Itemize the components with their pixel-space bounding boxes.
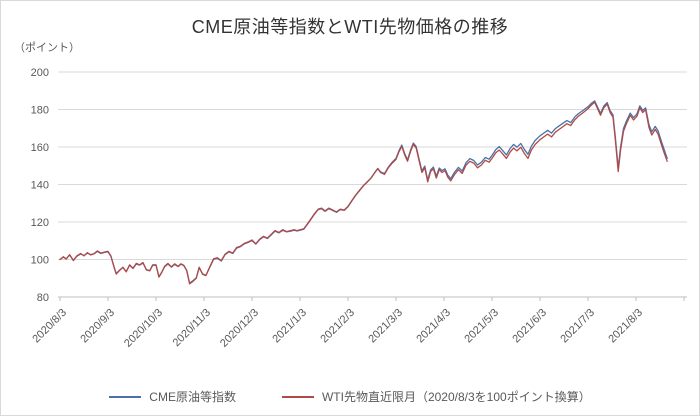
legend-label-cme: CME原油等指数 (149, 390, 236, 404)
y-tick-label-140: 140 (31, 180, 49, 192)
wti-line-swatch (281, 395, 314, 398)
series-line-wti (59, 101, 668, 285)
y-axis-unit-label: （ポイント） (14, 42, 80, 54)
legend-item-wti: WTI先物直近限月（2020/8/3を100ポイント換算） (281, 388, 591, 405)
x-tick-label-6: 2021/2/3 (318, 307, 357, 346)
x-tick-label-3: 2020/11/3 (171, 307, 214, 350)
legend-item-cme: CME原油等指数 (109, 388, 236, 405)
y-tick-label-100: 100 (31, 255, 49, 267)
legend: CME原油等指数 WTI先物直近限月（2020/8/3を100ポイント換算） (1, 388, 699, 405)
y-tick-label-180: 180 (31, 105, 49, 117)
y-tick-label-160: 160 (31, 142, 49, 154)
x-tick-label-11: 2021/7/3 (558, 307, 597, 346)
chart-title: CME原油等指数とWTI先物価格の推移 (191, 17, 509, 37)
x-tick-label-0: 2020/8/3 (30, 307, 69, 346)
y-tick-label-120: 120 (31, 217, 49, 229)
x-tick-label-2: 2020/10/3 (122, 307, 165, 350)
x-tick-label-9: 2021/5/3 (462, 307, 501, 346)
y-tick-label-200: 200 (31, 67, 49, 79)
x-tick-label-12: 2021/8/3 (606, 307, 645, 346)
x-tick-label-1: 2020/9/3 (78, 307, 117, 346)
x-tick-label-4: 2020/12/3 (218, 307, 261, 350)
x-tick-label-5: 2021/1/3 (270, 307, 309, 346)
legend-label-wti: WTI先物直近限月（2020/8/3を100ポイント換算） (321, 390, 591, 404)
cme-line-swatch (109, 395, 142, 398)
y-tick-label-80: 80 (37, 292, 49, 304)
series-line-cme (59, 100, 668, 284)
x-tick-label-8: 2021/4/3 (414, 307, 453, 346)
x-tick-label-10: 2021/6/3 (510, 307, 549, 346)
x-tick-label-7: 2021/3/3 (366, 307, 405, 346)
